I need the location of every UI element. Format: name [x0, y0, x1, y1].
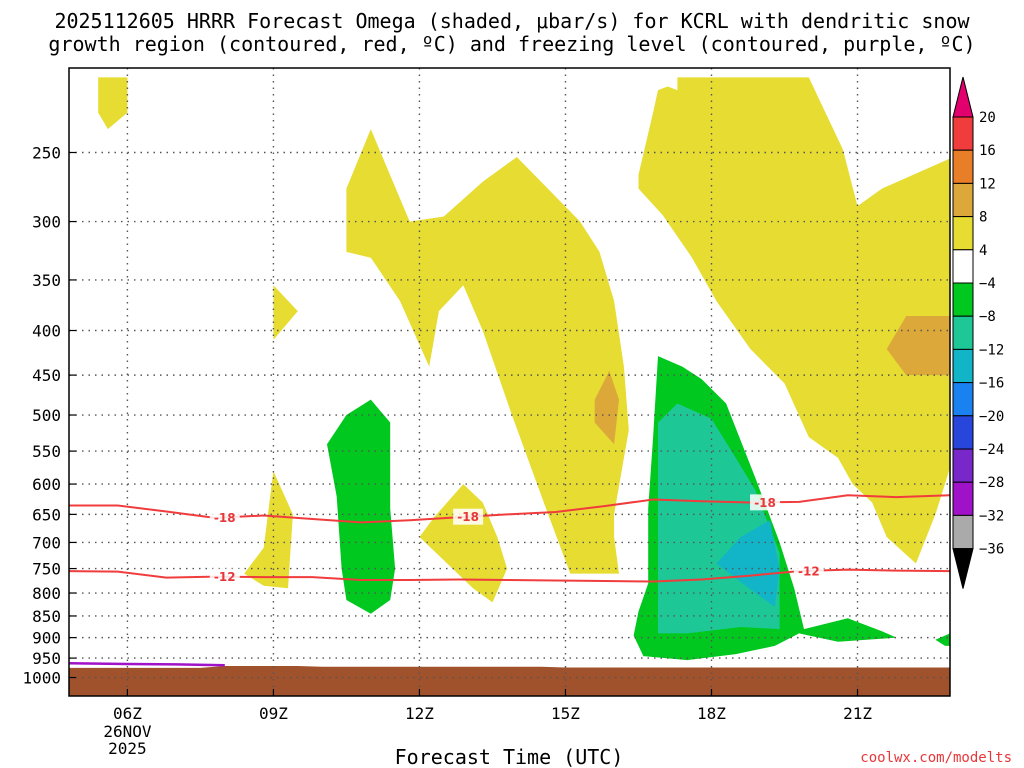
- colorbar-swatch-12: [952, 481, 974, 516]
- colorbar-swatch-11: [952, 448, 974, 483]
- x-tick-label-06Z: 06Z: [113, 704, 142, 723]
- colorbar-label-5: −4: [979, 276, 996, 292]
- contour-label--18-0: -18: [214, 511, 236, 525]
- x-tick-label-21Z: 21Z: [843, 704, 872, 723]
- chart-title-line-1: 2025112605 HRRR Forecast Omega (shaded, …: [54, 9, 970, 33]
- colorbar-swatch-3: [952, 182, 974, 218]
- omega-region-4: [273, 285, 298, 340]
- chart-title-line-2: growth region (contoured, red, ºC) and f…: [48, 32, 975, 56]
- x-tick-label-09Z: 09Z: [259, 704, 288, 723]
- y-tick-label-800: 800: [32, 584, 61, 603]
- colorbar-swatch-2: [952, 149, 974, 184]
- colorbar-swatch-8: [952, 348, 974, 384]
- y-tick-label-850: 850: [32, 607, 61, 626]
- contour-label-bg: [750, 494, 781, 511]
- colorbar-swatch-9: [952, 382, 974, 417]
- colorbar-swatch-5: [952, 249, 974, 284]
- y-tick-label-400: 400: [32, 322, 61, 341]
- contour-label--12-0: -12: [214, 570, 236, 584]
- contour-label-bg: [453, 508, 484, 525]
- omega-region-9: [327, 399, 396, 614]
- x-tick-date: 26NOV: [103, 722, 152, 741]
- colorbar: 20 16 12 8 4 −4 −8 −12 −16 −20 −24 −28 −32 −36: [952, 76, 1004, 589]
- colorbar-label-12: −32: [979, 508, 1004, 524]
- x-tick-year: 2025: [108, 739, 147, 758]
- y-tick-label-350: 350: [32, 271, 61, 290]
- y-tick-label-700: 700: [32, 533, 61, 552]
- contour-label--18-1: -18: [457, 510, 479, 524]
- colorbar-label-3: 8: [979, 210, 987, 226]
- colorbar-label-2: 12: [979, 176, 996, 192]
- y-tick-label-600: 600: [32, 475, 61, 494]
- colorbar-swatch-4: [952, 216, 974, 251]
- omega-region-7: [594, 370, 619, 445]
- x-tick-label-15Z: 15Z: [551, 704, 580, 723]
- omega-region-0: [98, 77, 128, 130]
- omega-region-1: [346, 129, 629, 574]
- colorbar-label-9: −20: [979, 409, 1004, 425]
- contour-label-bg: [793, 562, 824, 579]
- y-axis-ticks: 250 300 350 400 450 500 550 600 650 700 750 800 850 9…: [22, 144, 76, 688]
- colorbar-swatch-7: [952, 315, 974, 350]
- contour-label-bg: [209, 509, 240, 526]
- omega-region-3: [638, 77, 950, 564]
- terrain-layer: [69, 666, 950, 696]
- omega-region-11: [935, 633, 950, 646]
- freezing-level-contour: [69, 661, 225, 667]
- terrain-fill: [69, 666, 950, 696]
- gridlines: [69, 68, 950, 696]
- colorbar-label-4: 4: [979, 243, 987, 259]
- y-tick-label-750: 750: [32, 560, 61, 579]
- contour-label--12-1: -12: [798, 564, 820, 578]
- colorbar-label-1: 16: [979, 143, 996, 159]
- colorbar-swatch-10: [952, 415, 974, 450]
- y-tick-label-550: 550: [32, 442, 61, 461]
- colorbar-bottom-arrow: [952, 548, 974, 589]
- colorbar-swatch-13: [952, 514, 974, 550]
- contour-label--18-2: -18: [754, 496, 776, 510]
- y-tick-label-300: 300: [32, 213, 61, 232]
- colorbar-label-13: −36: [979, 542, 1004, 558]
- omega-region-5: [244, 471, 293, 589]
- y-tick-label-650: 650: [32, 505, 61, 524]
- colorbar-label-6: −8: [979, 309, 996, 325]
- colorbar-label-0: 20: [979, 110, 996, 126]
- plot-frame: [68, 67, 951, 697]
- omega-region-6: [419, 484, 508, 603]
- colorbar-label-8: −16: [979, 376, 1004, 392]
- y-tick-label-250: 250: [32, 144, 61, 163]
- colorbar-label-7: −12: [979, 342, 1004, 358]
- x-tick-label-12Z: 12Z: [405, 704, 434, 723]
- contour-label-bg: [209, 568, 240, 585]
- colorbar-label-10: −24: [979, 442, 1004, 458]
- omega-region-2: [521, 261, 561, 438]
- y-tick-label-500: 500: [32, 406, 61, 425]
- x-tick-label-18Z: 18Z: [697, 704, 726, 723]
- colorbar-label-11: −28: [979, 475, 1004, 491]
- contour-lines: -18 -18 -18 -12 -12: [69, 494, 950, 667]
- colorbar-swatch-6: [952, 282, 974, 317]
- y-tick-label-900: 900: [32, 629, 61, 648]
- y-tick-label-1000: 1000: [22, 669, 61, 688]
- x-axis-label: Forecast Time (UTC): [395, 745, 624, 768]
- y-tick-label-450: 450: [32, 366, 61, 385]
- y-tick-label-950: 950: [32, 649, 61, 668]
- colorbar-swatch-1: [952, 116, 974, 151]
- colorbar-top-arrow: [952, 76, 974, 118]
- omega-region-13: [716, 520, 780, 607]
- credit-text: coolwx.com/modelts: [860, 750, 1012, 766]
